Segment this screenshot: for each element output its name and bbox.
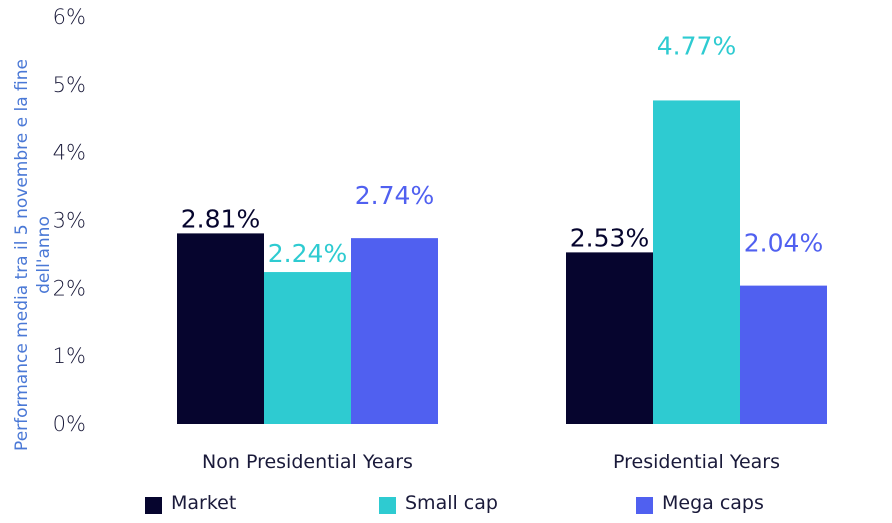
- y-tick-1: 1%: [53, 344, 86, 368]
- y-tick-5: 5%: [53, 73, 86, 97]
- bars: [177, 100, 827, 424]
- legend: Market Small cap Mega caps: [145, 492, 764, 514]
- y-tick-2: 2%: [53, 276, 86, 300]
- legend-swatch-market: [145, 497, 162, 514]
- y-axis-title-line-1: dell'anno: [34, 216, 54, 294]
- x-category-non-presidential-years: Non Presidential Years: [202, 451, 413, 473]
- legend-swatch-small-cap: [379, 497, 396, 514]
- data-label-small-cap-presidential-years: 4.77%: [657, 31, 736, 60]
- y-tick-3: 3%: [53, 209, 86, 233]
- bar-mega-caps-presidential-years: [740, 285, 827, 424]
- data-label-market-non-presidential-years: 2.81%: [181, 204, 260, 233]
- y-axis-title-line-0: Performance media tra il 5 novembre e la…: [12, 59, 32, 451]
- data-label-mega-caps-non-presidential-years: 2.74%: [355, 181, 434, 210]
- bar-small-cap-non-presidential-years: [264, 272, 351, 424]
- data-labels: 2.81% 2.24% 2.74% 2.53% 4.77% 2.04%: [181, 31, 823, 268]
- legend-label-mega-caps: Mega caps: [662, 492, 764, 514]
- legend-label-small-cap: Small cap: [405, 492, 498, 514]
- bar-market-non-presidential-years: [177, 233, 264, 424]
- y-axis-title: Performance media tra il 5 novembre e la…: [12, 59, 54, 451]
- bar-mega-caps-non-presidential-years: [351, 238, 438, 424]
- y-tick-0: 0%: [53, 412, 86, 436]
- x-category-presidential-years: Presidential Years: [613, 451, 780, 473]
- y-tick-6: 6%: [53, 5, 86, 29]
- y-axis-ticks: 0% 1% 2% 3% 4% 5% 6%: [53, 5, 86, 436]
- data-label-market-presidential-years: 2.53%: [570, 223, 649, 252]
- bar-small-cap-presidential-years: [653, 100, 740, 424]
- legend-label-market: Market: [171, 492, 236, 514]
- data-label-small-cap-non-presidential-years: 2.24%: [268, 239, 347, 268]
- y-tick-4: 4%: [53, 141, 86, 165]
- x-axis-categories: Non Presidential Years Presidential Years: [202, 451, 780, 473]
- data-label-mega-caps-presidential-years: 2.04%: [744, 229, 823, 258]
- legend-swatch-mega-caps: [636, 497, 653, 514]
- bar-market-presidential-years: [566, 252, 653, 424]
